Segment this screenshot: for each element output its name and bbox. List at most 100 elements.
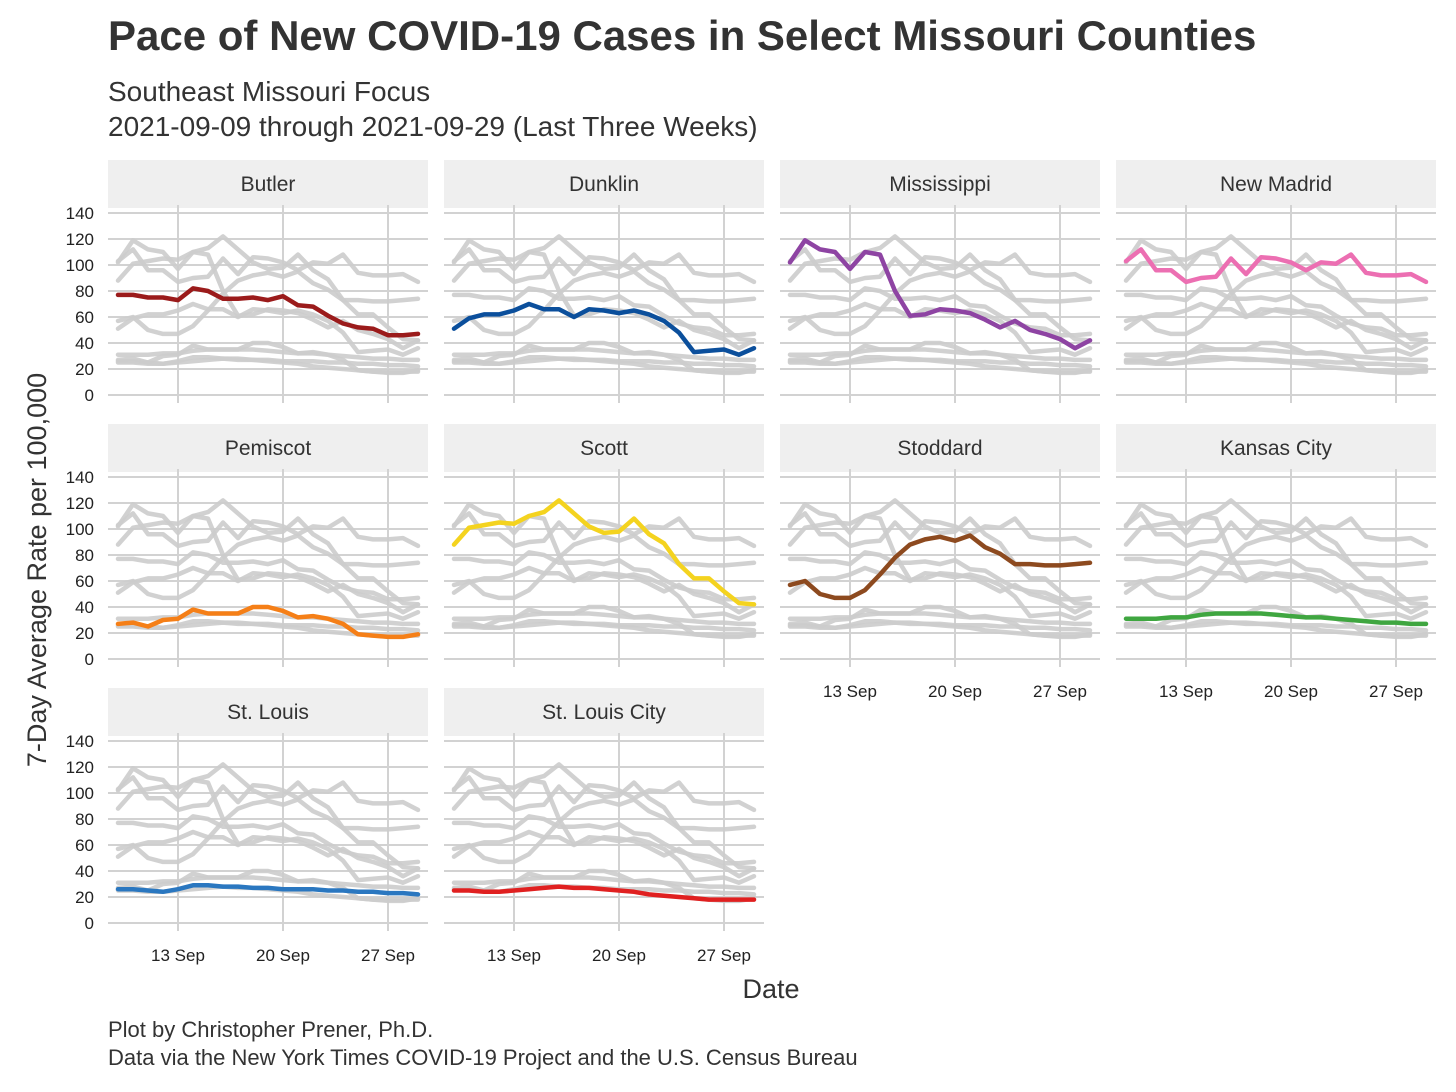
y-tick-label: 120: [66, 758, 94, 777]
background-line-scott: [1123, 498, 1429, 607]
background-line-stoddard: [451, 269, 757, 337]
series-line-stoddard: [787, 533, 1093, 601]
background-line-butler: [451, 550, 757, 602]
background-line-butler: [787, 550, 1093, 602]
x-tick-label: 20 Sep: [1264, 682, 1318, 701]
y-tick-label: 0: [85, 386, 94, 405]
strip-pemiscot: [108, 424, 428, 472]
background-line-st-louis-city: [451, 356, 757, 374]
background-line-st-louis-city: [787, 356, 1093, 374]
y-tick-label: 140: [66, 732, 94, 751]
strip-label-mississippi: Mississippi: [889, 173, 991, 196]
y-tick-label: 100: [66, 520, 94, 539]
background-line-scott: [451, 762, 757, 871]
strip-kansas-city: [1116, 424, 1436, 472]
strip-stoddard: [780, 424, 1100, 472]
background-line-new-madrid: [115, 775, 421, 813]
panel-butler: Butler 0 20 40 60 80 100 120 140: [66, 160, 428, 405]
background-line-stoddard: [787, 269, 1093, 337]
strip-label-scott: Scott: [580, 437, 628, 460]
x-tick-label: 20 Sep: [256, 946, 310, 965]
background-line-butler: [451, 286, 757, 338]
background-line-kansas-city: [115, 875, 421, 891]
background-line-stoddard: [451, 797, 757, 865]
background-line-butler: [1123, 550, 1429, 602]
panel-st-louis: St. Louis 0 20 40 60 80 100 120 140 13 Sep 20 Sep 2…: [66, 688, 428, 965]
chart-subtitle: Southeast Missouri Focus: [108, 76, 431, 107]
background-line-st-louis-city: [1123, 356, 1429, 374]
y-tick-label: 40: [75, 598, 94, 617]
background-line-butler: [787, 286, 1093, 338]
y-axis-title: 7-Day Average Rate per 100,000: [22, 373, 52, 767]
chart-caption-source: Data via the New York Times COVID-19 Pro…: [108, 1045, 858, 1070]
panel-dunklin: Dunklin: [444, 160, 764, 403]
background-line-butler: [1123, 286, 1429, 338]
background-line-new-madrid: [787, 511, 1093, 549]
background-line-scott: [1123, 234, 1429, 343]
background-line-kansas-city: [451, 875, 757, 891]
y-tick-label: 20: [75, 888, 94, 907]
strip-butler: [108, 160, 428, 208]
y-tick-label: 20: [75, 624, 94, 643]
background-line-stoddard: [115, 533, 421, 601]
strip-label-pemiscot: Pemiscot: [225, 437, 312, 460]
x-tick-label: 20 Sep: [928, 682, 982, 701]
x-tick-label: 27 Sep: [697, 946, 751, 965]
background-line-kansas-city: [787, 347, 1093, 363]
strip-label-new-madrid: New Madrid: [1220, 173, 1332, 196]
panel-pemiscot: Pemiscot 0 20 40 60 80 100 120 140: [66, 424, 428, 669]
y-tick-label: 60: [75, 308, 94, 327]
background-line-kansas-city: [451, 611, 757, 627]
background-line-scott: [451, 234, 757, 343]
chart-title: Pace of New COVID-19 Cases in Select Mis…: [108, 12, 1257, 59]
chart-date-range: 2021-09-09 through 2021-09-29 (Last Thre…: [108, 111, 758, 142]
background-line-stoddard: [1123, 269, 1429, 337]
y-tick-label: 60: [75, 836, 94, 855]
panel-mississippi: Mississippi: [780, 160, 1100, 403]
panel-new-madrid: New Madrid: [1116, 160, 1436, 403]
y-tick-label: 40: [75, 334, 94, 353]
strip-st-louis-city: [444, 688, 764, 736]
background-line-new-madrid: [787, 247, 1093, 285]
series-line-st-louis: [115, 883, 421, 897]
x-tick-label: 20 Sep: [592, 946, 646, 965]
y-tick-label: 0: [85, 650, 94, 669]
series-line-scott: [451, 498, 757, 607]
background-line-new-madrid: [1123, 511, 1429, 549]
strip-label-butler: Butler: [241, 173, 296, 196]
strip-new-madrid: [1116, 160, 1436, 208]
x-tick-label: 13 Sep: [487, 946, 541, 965]
y-tick-label: 100: [66, 256, 94, 275]
x-tick-label: 27 Sep: [1033, 682, 1087, 701]
background-line-stoddard: [115, 269, 421, 337]
strip-scott: [444, 424, 764, 472]
background-line-stoddard: [451, 533, 757, 601]
background-line-st-louis-city: [451, 620, 757, 638]
strip-label-kansas-city: Kansas City: [1220, 437, 1333, 460]
background-line-stoddard: [1123, 533, 1429, 601]
strip-label-dunklin: Dunklin: [569, 173, 639, 196]
y-tick-label: 80: [75, 546, 94, 565]
background-line-stoddard: [115, 797, 421, 865]
y-tick-label: 80: [75, 810, 94, 829]
background-line-kansas-city: [787, 611, 1093, 627]
series-line-butler: [115, 286, 421, 338]
y-tick-label: 40: [75, 862, 94, 881]
panel-kansas-city: Kansas City 13 Sep 20 Sep 27 Sep: [1116, 424, 1436, 701]
background-line-butler: [115, 550, 421, 602]
background-line-scott: [115, 234, 421, 343]
y-tick-label: 0: [85, 914, 94, 933]
y-tick-label: 100: [66, 784, 94, 803]
chart-caption-author: Plot by Christopher Prener, Ph.D.: [108, 1017, 434, 1042]
series-line-mississippi: [787, 238, 1093, 351]
strip-label-st-louis: St. Louis: [227, 701, 309, 724]
series-line-st-louis-city: [451, 884, 757, 902]
y-tick-label: 120: [66, 494, 94, 513]
strip-dunklin: [444, 160, 764, 208]
background-line-new-madrid: [451, 511, 757, 549]
y-tick-label: 120: [66, 230, 94, 249]
strip-label-st-louis-city: St. Louis City: [542, 701, 666, 724]
series-line-dunklin: [451, 301, 757, 357]
series-line-new-madrid: [1123, 247, 1429, 285]
